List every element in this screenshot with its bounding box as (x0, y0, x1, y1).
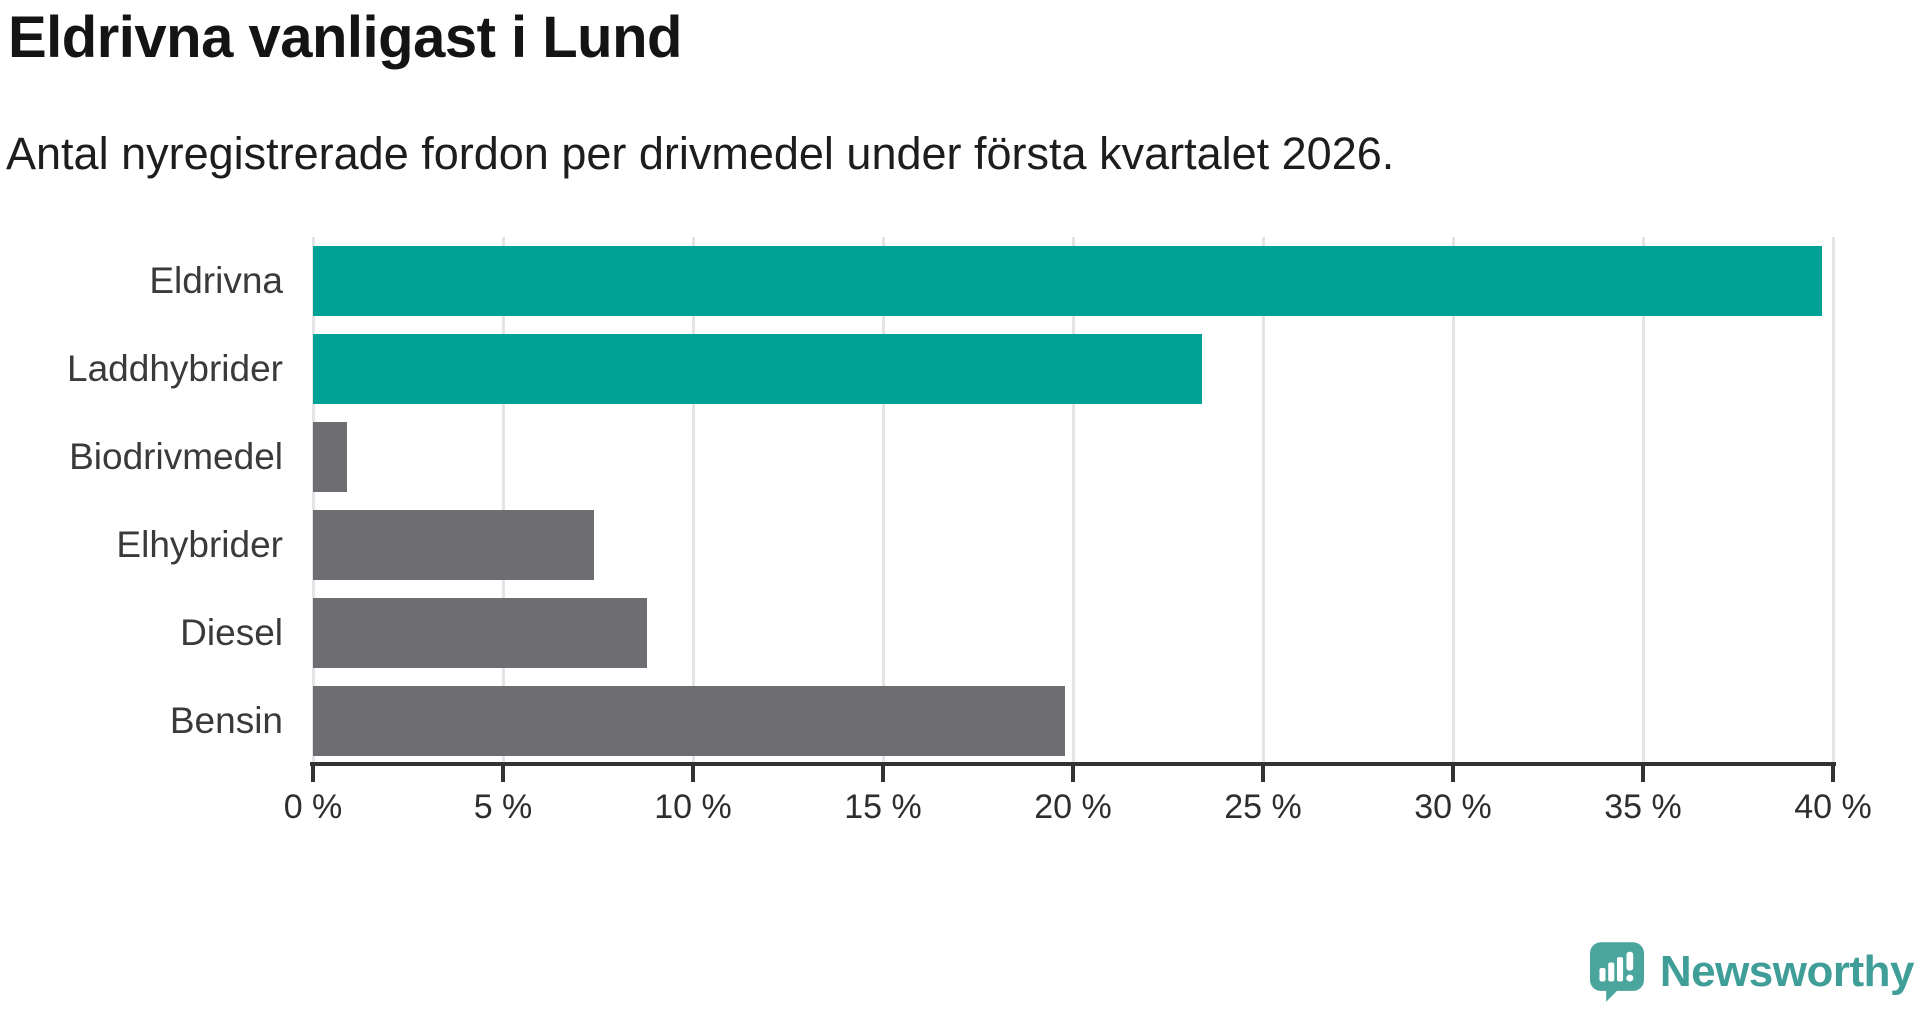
x-tick-label-5: 5 % (473, 788, 533, 826)
x-axis-line (310, 762, 1836, 766)
bar-diesel (313, 598, 647, 668)
category-label-biodrivmedel: Biodrivmedel (69, 436, 283, 477)
x-tick-label-35: 35 % (1604, 788, 1682, 826)
x-tick-mark-15 (881, 766, 885, 782)
category-label-bensin: Bensin (169, 700, 283, 741)
x-tick-label-15: 15 % (844, 788, 922, 826)
x-tick-mark-10 (691, 766, 695, 782)
x-tick-mark-5 (501, 766, 505, 782)
category-label-eldrivna: Eldrivna (149, 260, 283, 301)
gridline-5 (501, 237, 505, 763)
gridline-35 (1641, 237, 1645, 763)
x-tick-mark-20 (1071, 766, 1075, 782)
bar-bensin (313, 686, 1065, 756)
gridline-40 (1831, 237, 1835, 763)
gridline-30 (1451, 237, 1455, 763)
plot-area (311, 237, 1835, 763)
bar-eldrivna (313, 246, 1822, 316)
gridline-10 (691, 237, 695, 763)
x-tick-mark-0 (311, 766, 315, 782)
category-label-elhybrider: Elhybrider (116, 524, 283, 565)
x-tick-label-25: 25 % (1224, 788, 1302, 826)
newsworthy-logo-text: Newsworthy (1659, 947, 1915, 996)
gridline-20 (1071, 237, 1075, 763)
x-tick-label-20: 20 % (1034, 788, 1112, 826)
x-tick-label-40: 40 % (1794, 788, 1872, 826)
chart-title: Eldrivna vanligast i Lund (8, 5, 682, 70)
newsworthy-logo: Newsworthy (1589, 942, 1915, 1002)
bar-biodrivmedel (313, 422, 347, 492)
x-tick-mark-35 (1641, 766, 1645, 782)
x-tick-mark-40 (1831, 766, 1835, 782)
gridline-25 (1261, 237, 1265, 763)
x-tick-label-10: 10 % (654, 788, 732, 826)
x-tick-label-0: 0 % (283, 788, 343, 826)
speech-bubble-bar-chart-icon (1589, 942, 1644, 1002)
x-tick-label-30: 30 % (1414, 788, 1492, 826)
chart-subtitle: Antal nyregistrerade fordon per drivmede… (6, 128, 1395, 179)
gridline-0 (311, 237, 315, 763)
category-label-laddhybrider: Laddhybrider (67, 348, 283, 389)
category-label-diesel: Diesel (180, 612, 283, 653)
gridline-15 (881, 237, 885, 763)
x-tick-mark-25 (1261, 766, 1265, 782)
bar-laddhybrider (313, 334, 1202, 404)
x-tick-mark-30 (1451, 766, 1455, 782)
bar-elhybrider (313, 510, 594, 580)
